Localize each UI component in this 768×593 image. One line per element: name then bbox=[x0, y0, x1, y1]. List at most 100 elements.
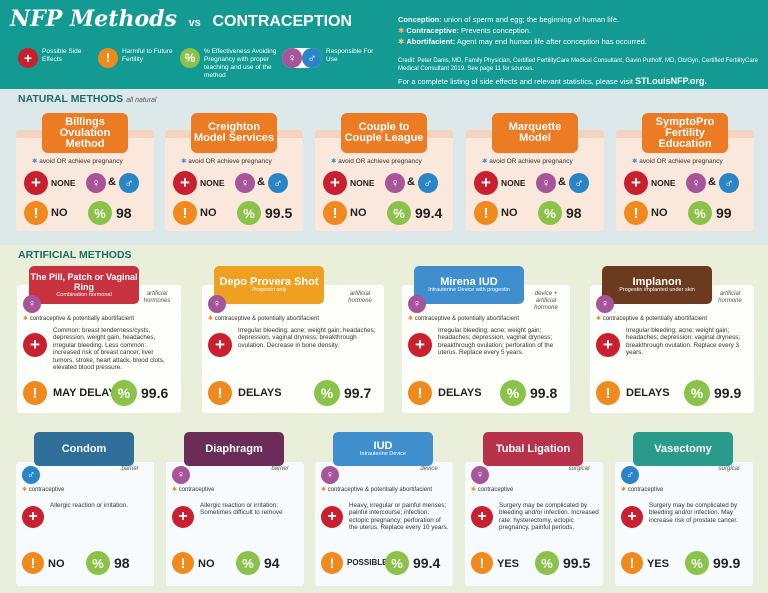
side-effects-value: NONE bbox=[651, 178, 676, 188]
female-icon: ♀ bbox=[471, 466, 489, 484]
effectiveness-value: 99.8 bbox=[530, 385, 558, 401]
effectiveness-value: 99.4 bbox=[413, 555, 441, 571]
female-icon: ♀ bbox=[596, 295, 614, 313]
method-note: ✱ avoid OR achieve pregnancy bbox=[181, 158, 272, 165]
method-name-badge: Mirena IUD Intrauterine Device with proge… bbox=[414, 266, 524, 304]
method-note: ✱ contraceptive & potentially abortifaci… bbox=[23, 316, 135, 322]
artificial-methods-heading: ARTIFICIAL METHODS bbox=[18, 249, 132, 261]
legend-label: Harmful to Future Fertility bbox=[122, 48, 173, 63]
plus-icon: + bbox=[24, 171, 48, 195]
male-icon: ♂ bbox=[22, 466, 40, 484]
percent-icon: % bbox=[387, 201, 411, 225]
side-effects-text: Allergic reaction or irritation; Sometim… bbox=[200, 502, 283, 517]
plus-icon: + bbox=[18, 48, 38, 68]
effectiveness-value: 99.6 bbox=[141, 385, 169, 401]
exclamation-icon: ! bbox=[596, 381, 620, 405]
effectiveness-value: 99.5 bbox=[563, 555, 591, 571]
plus-icon: + bbox=[321, 506, 343, 528]
female-icon: ♀ bbox=[385, 173, 405, 193]
plus-icon: + bbox=[408, 333, 432, 357]
method-name-badge: Tubal Ligation bbox=[483, 432, 583, 466]
side-effects-text: Surgery may be complicated by bleeding a… bbox=[649, 502, 738, 524]
percent-icon: % bbox=[684, 380, 710, 406]
percent-icon: % bbox=[314, 380, 340, 406]
method-tag: artificial hormones bbox=[143, 291, 171, 304]
percent-icon: % bbox=[385, 551, 409, 575]
plus-icon: + bbox=[173, 171, 197, 195]
exclamation-icon: ! bbox=[173, 201, 197, 225]
harmful-value: MAY DELAY bbox=[53, 387, 116, 399]
side-effects-text: Irregular bleeding; acne; weight gain; h… bbox=[238, 327, 376, 349]
method-tag: device + artificial hormone bbox=[534, 291, 558, 311]
male-icon: ♂ bbox=[719, 173, 739, 193]
plus-icon: + bbox=[22, 506, 44, 528]
harmful-value: NO bbox=[651, 207, 668, 219]
method-name-badge: Vasectomy bbox=[633, 432, 733, 466]
page-title: NFP Methods vs CONTRACEPTION bbox=[10, 6, 352, 32]
harmful-value: DELAYS bbox=[438, 387, 482, 399]
method-note: ✱ avoid OR achieve pregnancy bbox=[32, 158, 123, 165]
female-icon: ♀ bbox=[235, 173, 255, 193]
male-icon: ♂ bbox=[119, 173, 139, 193]
natural-methods-heading: NATURAL METHODS all natural bbox=[18, 93, 157, 105]
method-tag: surgical bbox=[718, 466, 740, 472]
percent-icon: % bbox=[500, 380, 526, 406]
side-effects-text: Irregular bleeding; acne; weight gain; h… bbox=[626, 327, 741, 357]
method-note: ✱ avoid OR achieve pregnancy bbox=[331, 158, 422, 165]
legend-responsible: ♀ ♂ Responsible For Use bbox=[282, 48, 382, 68]
legend-side-effects: + Possible Side Effects bbox=[18, 48, 96, 68]
effectiveness-value: 99 bbox=[716, 205, 732, 221]
side-effects-text: Common: breast tenderness/cysts, depress… bbox=[53, 327, 165, 372]
exclamation-icon: ! bbox=[321, 552, 343, 574]
male-icon: ♂ bbox=[569, 173, 589, 193]
female-icon: ♀ bbox=[86, 173, 106, 193]
harmful-value: NO bbox=[350, 207, 367, 219]
method-note: ✱ contraceptive bbox=[22, 487, 65, 493]
website-link[interactable]: STLouisNFP.org. bbox=[635, 76, 707, 86]
legend-label: % Effectiveness Avoiding Pregnancy with … bbox=[204, 48, 277, 79]
harmful-value: NO bbox=[501, 207, 518, 219]
female-icon: ♀ bbox=[321, 466, 339, 484]
plus-icon: + bbox=[323, 171, 347, 195]
definition-contraceptive: ✱ Contraceptive: Prevents conception. bbox=[398, 26, 532, 35]
and-symbol: & bbox=[108, 176, 116, 188]
plus-icon: + bbox=[471, 506, 493, 528]
method-name-badge: Marquette Model bbox=[492, 113, 578, 153]
female-icon: ♀ bbox=[172, 466, 190, 484]
male-icon: ♂ bbox=[268, 173, 288, 193]
female-icon: ♀ bbox=[408, 295, 426, 313]
harmful-value: POSSIBLE bbox=[347, 558, 388, 567]
exclamation-icon: ! bbox=[172, 552, 194, 574]
effectiveness-value: 99.4 bbox=[415, 205, 443, 221]
male-female-icon: ♀ ♂ bbox=[282, 48, 322, 68]
effectiveness-value: 94 bbox=[264, 555, 280, 571]
harmful-value: NO bbox=[200, 207, 217, 219]
harmful-value: DELAYS bbox=[238, 387, 282, 399]
method-tag: barrier bbox=[271, 466, 289, 472]
method-name-badge: Diaphragm bbox=[184, 432, 284, 466]
method-name-badge: Creighton Model Services bbox=[191, 113, 277, 153]
plus-icon: + bbox=[172, 506, 194, 528]
male-icon: ♂ bbox=[418, 173, 438, 193]
exclamation-icon: ! bbox=[323, 201, 347, 225]
harmful-value: NO bbox=[51, 207, 68, 219]
plus-icon: + bbox=[624, 171, 648, 195]
method-note: ✱ contraceptive & potentially abortifaci… bbox=[208, 316, 320, 322]
artificial-method-card bbox=[202, 285, 384, 413]
and-symbol: & bbox=[558, 176, 566, 188]
female-icon: ♀ bbox=[536, 173, 556, 193]
exclamation-icon: ! bbox=[621, 552, 643, 574]
definition-conception: Conception: union of sperm and egg; the … bbox=[398, 15, 619, 24]
method-note: ✱ contraceptive & potentially abortifaci… bbox=[408, 316, 520, 322]
effectiveness-value: 98 bbox=[566, 205, 582, 221]
side-effects-text: Irregular bleeding; acne; weight gain; h… bbox=[438, 327, 554, 357]
and-symbol: & bbox=[257, 176, 265, 188]
percent-icon: % bbox=[236, 551, 260, 575]
definition-abortifacient: ✱ Abortifacient: Agent may end human lif… bbox=[398, 37, 647, 46]
method-note: ✱ contraceptive & potentially abortifaci… bbox=[596, 316, 708, 322]
method-name-badge: SymptoPro Fertility Education bbox=[642, 113, 728, 153]
female-icon: ♀ bbox=[686, 173, 706, 193]
female-icon: ♀ bbox=[208, 295, 226, 313]
exclamation-icon: ! bbox=[474, 201, 498, 225]
method-name-badge: IUD Intrauterine Device bbox=[333, 432, 433, 466]
